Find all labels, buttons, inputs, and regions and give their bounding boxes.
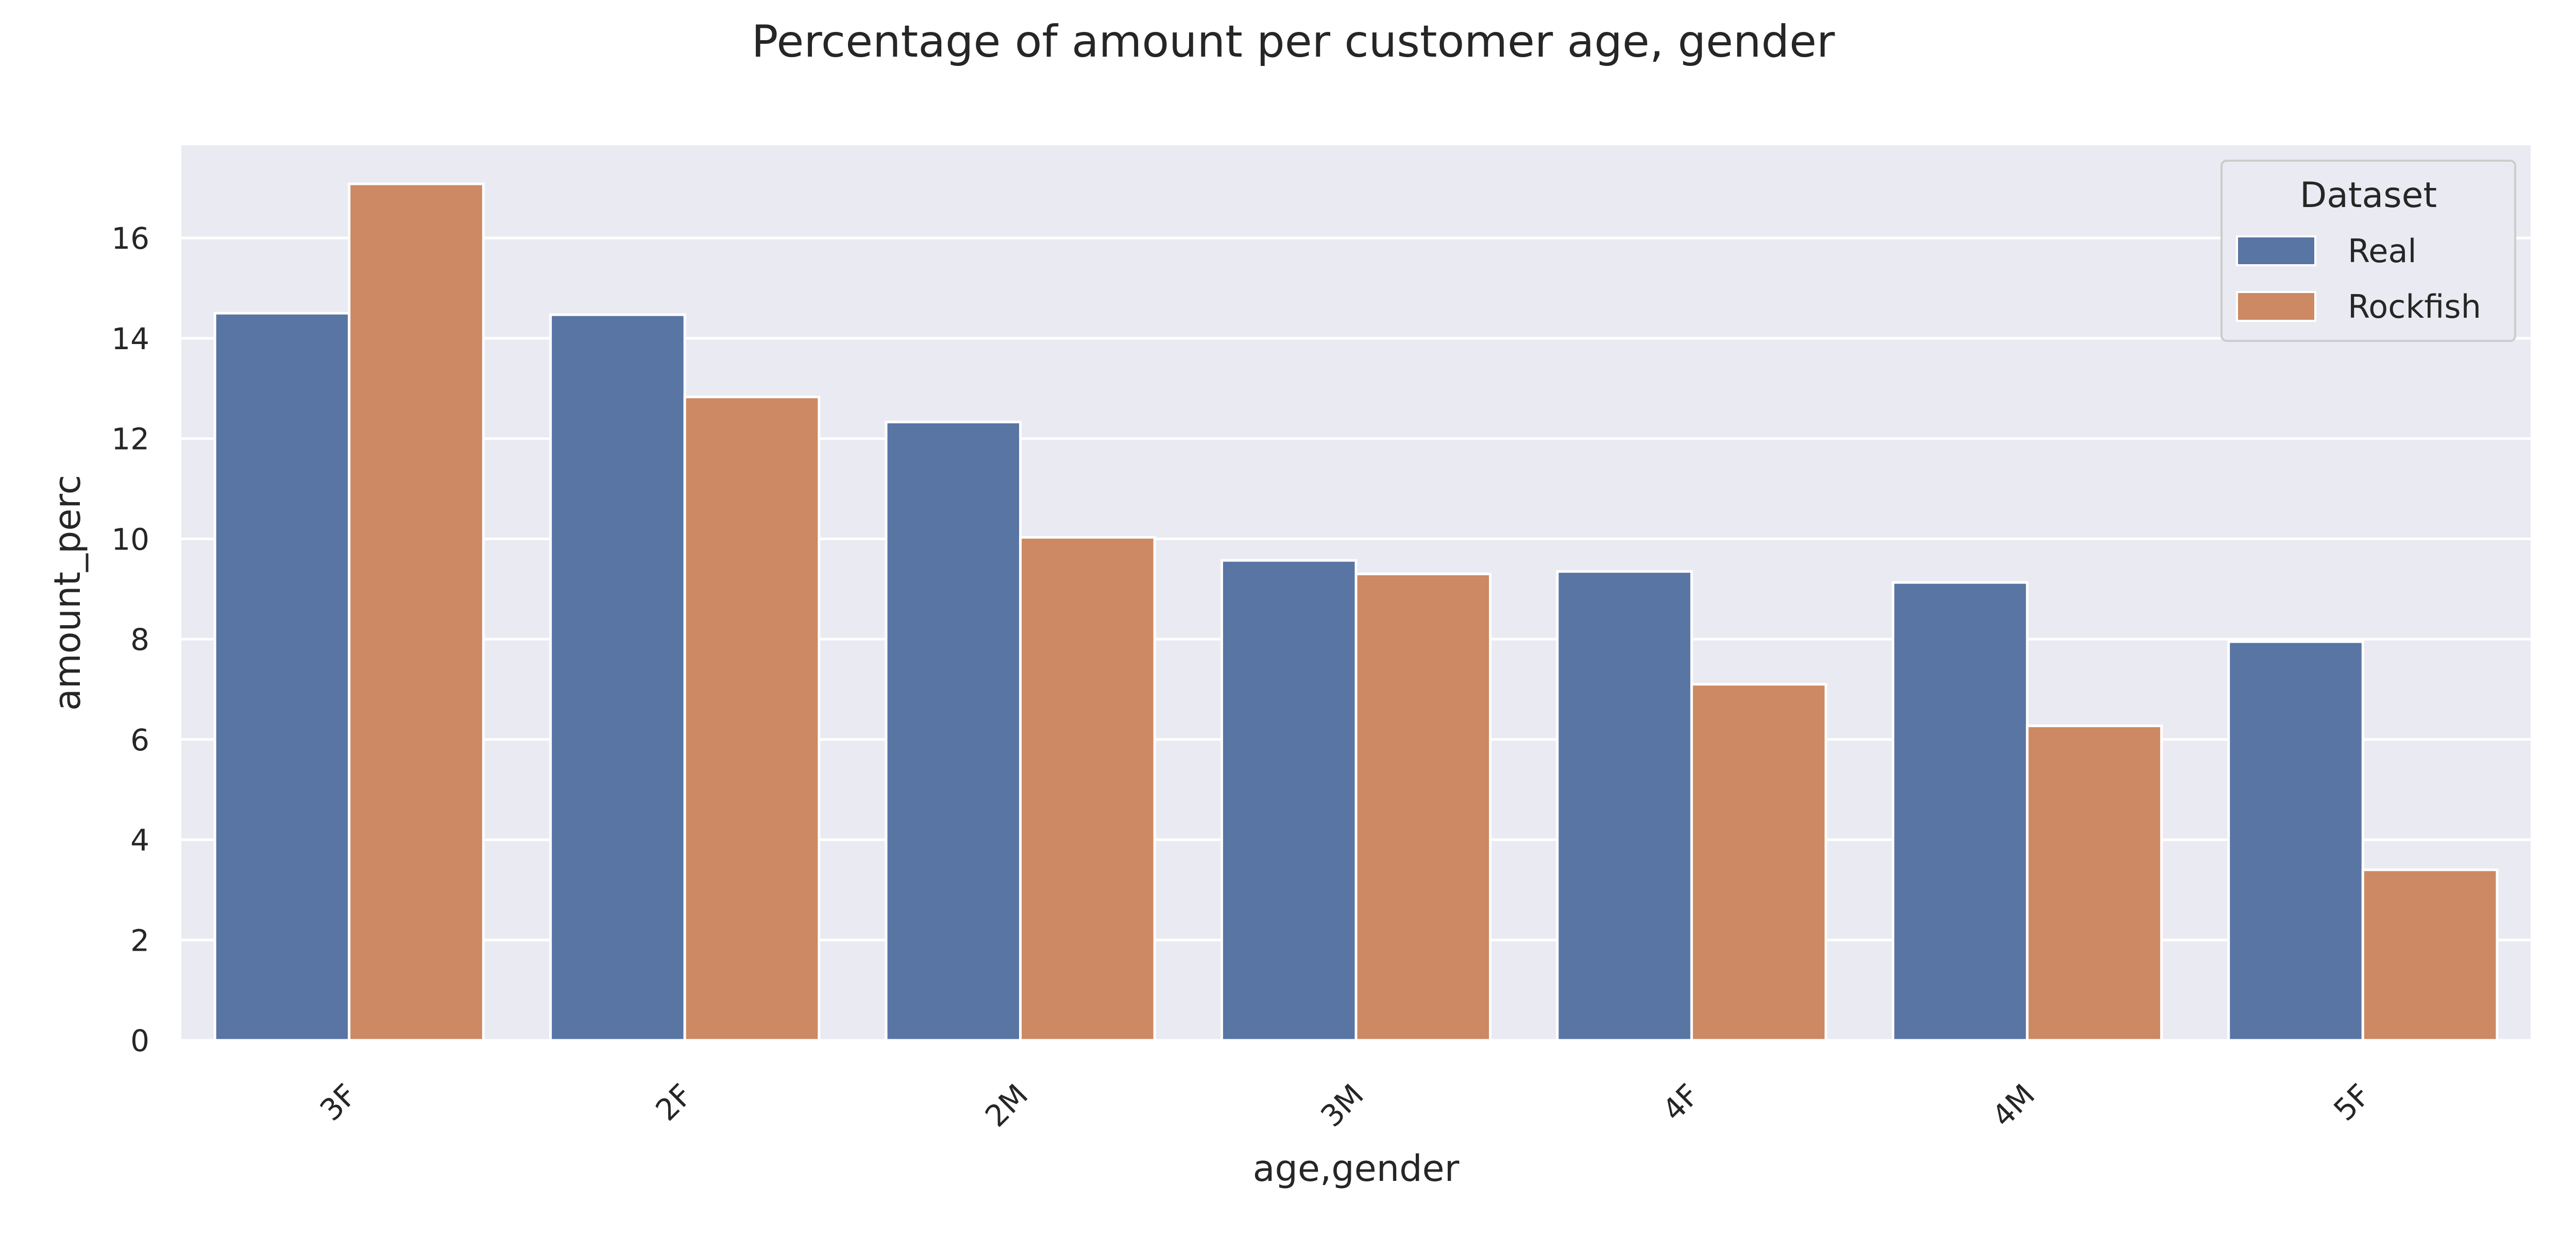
bar-real-3f	[213, 312, 351, 1042]
bar-real-3m	[1220, 559, 1358, 1042]
y-tick-label: 14	[111, 321, 149, 356]
bar-real-4m	[1891, 581, 2029, 1042]
y-tick-label: 8	[130, 622, 149, 657]
legend-title: Dataset	[2300, 175, 2437, 216]
bar-rockfish-5f	[2361, 868, 2499, 1042]
bar-rockfish-2m	[1019, 536, 1156, 1042]
bar-rockfish-2f	[683, 396, 821, 1042]
legend-swatch-real	[2236, 235, 2316, 266]
legend-items: Real Rockfish	[2236, 232, 2481, 325]
bar-rockfish-4f	[1690, 683, 1827, 1042]
bars	[213, 182, 2499, 1042]
legend: Dataset Real Rockfish	[2221, 160, 2516, 342]
y-tick-label: 0	[130, 1023, 149, 1058]
y-axis-ticks: 0 2 4 6 8 10 12 14 16	[111, 221, 149, 1058]
bar-rockfish-3m	[1354, 572, 1492, 1042]
bar-rockfish-4m	[2026, 725, 2163, 1042]
y-tick-label: 16	[111, 221, 149, 256]
y-tick-label: 2	[130, 923, 149, 958]
bar-real-4f	[1556, 570, 1693, 1042]
bar-real-5f	[2227, 640, 2364, 1042]
chart-title: Percentage of amount per customer age, g…	[752, 16, 1835, 67]
y-tick-label: 12	[111, 422, 149, 457]
y-tick-label: 10	[111, 522, 149, 557]
bar-rockfish-3f	[348, 182, 485, 1042]
y-axis-title: amount_perc	[46, 475, 89, 711]
legend-label-rockfish: Rockfish	[2348, 288, 2481, 325]
bar-real-2m	[885, 420, 1022, 1042]
bar-real-2f	[549, 313, 686, 1042]
legend-swatch-rockfish	[2236, 291, 2316, 322]
y-tick-label: 4	[130, 823, 149, 858]
legend-label-real: Real	[2348, 232, 2417, 270]
y-tick-label: 6	[130, 723, 149, 758]
x-axis-title: age,gender	[1253, 1147, 1460, 1190]
